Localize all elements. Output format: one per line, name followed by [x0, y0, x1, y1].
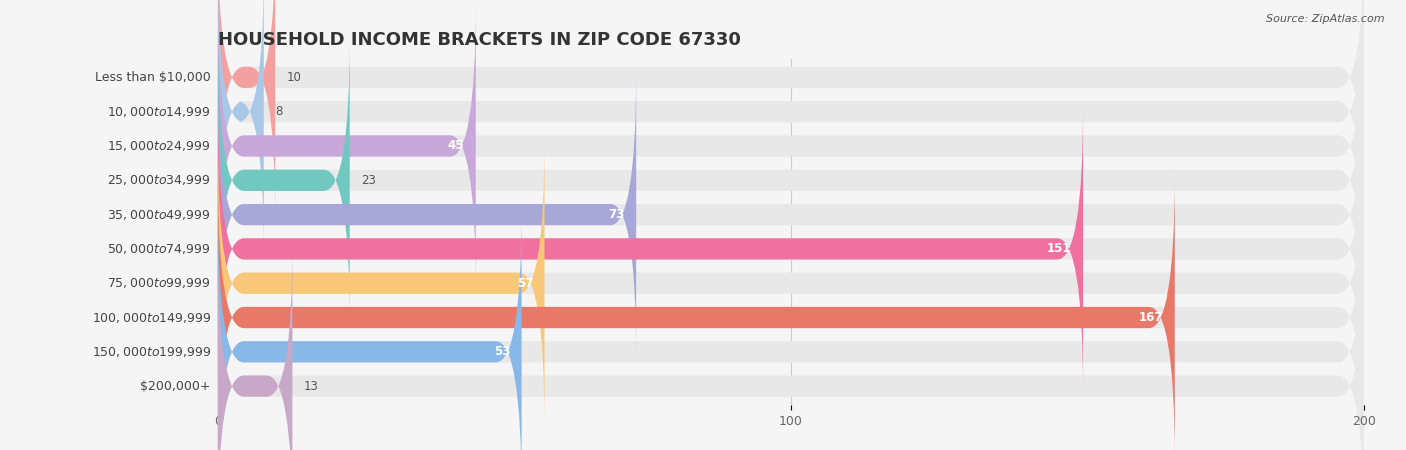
Text: $10,000 to $14,999: $10,000 to $14,999	[107, 105, 211, 119]
Text: $15,000 to $24,999: $15,000 to $24,999	[107, 139, 211, 153]
FancyBboxPatch shape	[218, 71, 636, 358]
FancyBboxPatch shape	[218, 0, 1364, 256]
FancyBboxPatch shape	[218, 140, 544, 427]
Text: 8: 8	[276, 105, 283, 118]
Text: 57: 57	[516, 277, 533, 290]
Text: $25,000 to $34,999: $25,000 to $34,999	[107, 173, 211, 187]
FancyBboxPatch shape	[218, 0, 276, 221]
FancyBboxPatch shape	[218, 174, 1175, 450]
FancyBboxPatch shape	[218, 208, 522, 450]
Text: 151: 151	[1047, 243, 1071, 256]
FancyBboxPatch shape	[218, 174, 1364, 450]
FancyBboxPatch shape	[218, 71, 1364, 358]
Text: 10: 10	[287, 71, 301, 84]
Text: 53: 53	[494, 345, 510, 358]
Text: 73: 73	[609, 208, 624, 221]
Text: 45: 45	[447, 140, 464, 153]
FancyBboxPatch shape	[218, 243, 1364, 450]
Text: $150,000 to $199,999: $150,000 to $199,999	[91, 345, 211, 359]
Text: $200,000+: $200,000+	[141, 380, 211, 393]
FancyBboxPatch shape	[218, 2, 475, 290]
FancyBboxPatch shape	[218, 36, 350, 324]
FancyBboxPatch shape	[218, 2, 1364, 290]
Text: Less than $10,000: Less than $10,000	[96, 71, 211, 84]
FancyBboxPatch shape	[218, 105, 1083, 393]
Text: 167: 167	[1139, 311, 1163, 324]
Text: 23: 23	[361, 174, 375, 187]
FancyBboxPatch shape	[218, 0, 1364, 221]
Text: 13: 13	[304, 380, 319, 393]
Text: $75,000 to $99,999: $75,000 to $99,999	[107, 276, 211, 290]
Text: $50,000 to $74,999: $50,000 to $74,999	[107, 242, 211, 256]
Text: $100,000 to $149,999: $100,000 to $149,999	[91, 310, 211, 324]
FancyBboxPatch shape	[218, 208, 1364, 450]
Text: HOUSEHOLD INCOME BRACKETS IN ZIP CODE 67330: HOUSEHOLD INCOME BRACKETS IN ZIP CODE 67…	[218, 31, 741, 49]
Text: Source: ZipAtlas.com: Source: ZipAtlas.com	[1267, 14, 1385, 23]
FancyBboxPatch shape	[218, 105, 1364, 393]
FancyBboxPatch shape	[218, 0, 264, 256]
FancyBboxPatch shape	[218, 36, 1364, 324]
FancyBboxPatch shape	[218, 140, 1364, 427]
FancyBboxPatch shape	[218, 243, 292, 450]
Text: $35,000 to $49,999: $35,000 to $49,999	[107, 207, 211, 221]
